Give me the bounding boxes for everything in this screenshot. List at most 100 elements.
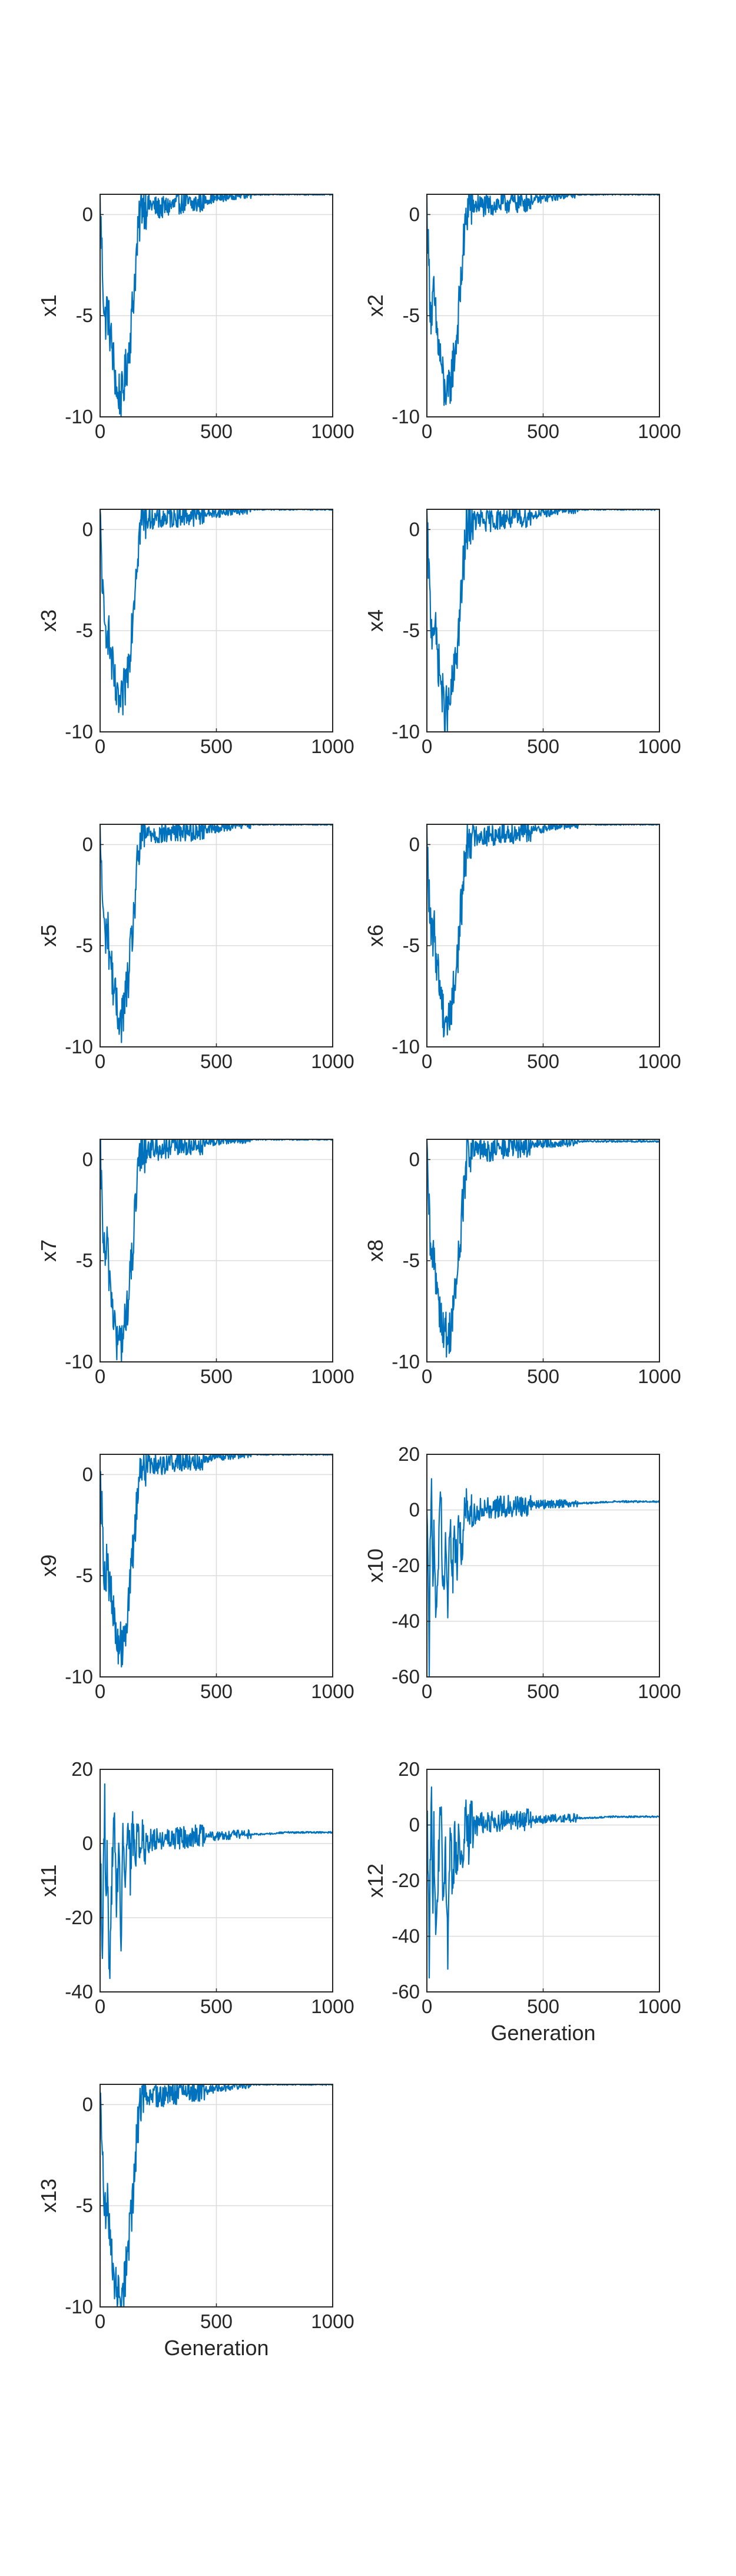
y-tick-label: -10: [392, 721, 420, 742]
y-tick-label: 0: [82, 2093, 93, 2115]
y-tick-label: -5: [76, 1564, 93, 1586]
subplot-x5: 0 500 1000 0 -5 -10 x5: [37, 823, 354, 1072]
x-tick-label: 0: [95, 2310, 105, 2332]
y-tick-label: -40: [65, 1981, 93, 2003]
y-axis-label: x9: [37, 1554, 61, 1577]
y-tick-label: -5: [76, 2194, 93, 2216]
y-tick-label: -10: [392, 1036, 420, 1057]
x-tick-label: 0: [422, 1680, 432, 1702]
y-tick-label: -10: [65, 721, 93, 742]
y-tick-label: -10: [65, 1351, 93, 1372]
x-tick-label: 1000: [638, 1995, 681, 2017]
series-line-x10: [426, 1478, 660, 1678]
series-line-x12: [426, 1786, 660, 1979]
y-tick-label: 0: [409, 1148, 420, 1170]
y-tick-label: 0: [82, 1463, 93, 1485]
y-tick-label: -40: [392, 1925, 420, 1947]
subplot-x9: 0 500 1000 0 -5 -10 x9: [37, 1453, 354, 1702]
y-axis-label: x10: [363, 1549, 387, 1583]
subplot-x10: 0 500 1000 20 0 -20 -40 -60 x10: [363, 1443, 681, 1702]
y-tick-label: -10: [65, 2296, 93, 2318]
y-axis-label: x5: [37, 924, 61, 947]
y-tick-label: -60: [392, 1981, 420, 2003]
subplot-x4: 0 500 1000 0 -5 -10 x4: [363, 508, 681, 757]
subplot-x3: 0 500 1000 0 -5 -10 x3: [37, 508, 354, 757]
y-tick-label: -10: [65, 1666, 93, 1688]
x-tick-label: 500: [200, 1050, 233, 1072]
x-tick-label: 1000: [311, 735, 354, 757]
y-tick-label: 0: [409, 203, 420, 225]
x-tick-label: 500: [200, 1680, 233, 1702]
x-tick-label: 1000: [311, 2310, 354, 2332]
series-line-x8: [426, 1138, 660, 1358]
x-tick-label: 500: [200, 1365, 233, 1387]
y-tick-label: 20: [398, 1443, 420, 1465]
subplot-x6: 0 500 1000 0 -5 -10 x6: [363, 823, 681, 1072]
y-tick-label: -5: [403, 934, 420, 956]
subplot-x2: 0 500 1000 0 -5 -10 x2: [363, 193, 681, 442]
subplot-x13: 0 500 1000 0 -5 -10 x13 Generation: [37, 2083, 354, 2360]
y-tick-label: -10: [392, 1351, 420, 1372]
x-tick-label: 1000: [311, 1995, 354, 2017]
x-tick-label: 500: [200, 735, 233, 757]
x-tick-label: 1000: [638, 420, 681, 442]
subplot-x1: 0 500 1000 0 -5 -10 x1: [37, 193, 354, 442]
x-tick-label: 500: [527, 420, 559, 442]
x-tick-label: 0: [422, 1995, 432, 2017]
x-tick-label: 0: [95, 735, 105, 757]
x-tick-label: 1000: [311, 1680, 354, 1702]
x-tick-label: 1000: [638, 1365, 681, 1387]
x-tick-label: 500: [527, 1050, 559, 1072]
x-tick-label: 500: [200, 420, 233, 442]
x-tick-label: 500: [527, 1995, 559, 2017]
y-tick-label: 0: [82, 518, 93, 540]
x-tick-label: 500: [527, 735, 559, 757]
y-tick-label: 0: [409, 833, 420, 855]
y-tick-label: 0: [82, 1148, 93, 1170]
x-tick-label: 500: [527, 1365, 559, 1387]
y-tick-label: 0: [409, 1499, 420, 1521]
x-tick-label: 500: [200, 2310, 233, 2332]
series-line-x11: [99, 1783, 333, 1980]
y-tick-label: 0: [82, 203, 93, 225]
y-tick-label: 0: [409, 1814, 420, 1836]
y-tick-label: -10: [392, 406, 420, 427]
y-tick-label: -5: [403, 1249, 420, 1271]
subplot-x8: 0 500 1000 0 -5 -10 x8: [363, 1138, 681, 1387]
x-axis-label: Generation: [490, 2021, 595, 2045]
x-tick-label: 0: [422, 735, 432, 757]
y-tick-label: 20: [71, 1758, 93, 1780]
y-tick-label: -60: [392, 1666, 420, 1688]
y-tick-label: 0: [82, 833, 93, 855]
x-tick-label: 0: [422, 1050, 432, 1072]
y-axis-label: x13: [37, 2179, 61, 2213]
y-axis-label: x2: [363, 294, 387, 317]
x-tick-label: 0: [422, 420, 432, 442]
y-tick-label: -20: [392, 1869, 420, 1891]
y-axis-label: x6: [363, 924, 387, 947]
x-tick-label: 1000: [311, 1365, 354, 1387]
y-tick-label: -5: [76, 934, 93, 956]
subplot-x12: 0 500 1000 20 0 -20 -40 -60 x12 Generation: [363, 1758, 681, 2045]
series-line-x4: [426, 508, 660, 733]
y-tick-label: -5: [76, 1249, 93, 1271]
y-axis-label: x4: [363, 609, 387, 632]
y-tick-label: -20: [65, 1907, 93, 1928]
y-axis-label: x3: [37, 609, 61, 632]
x-tick-label: 0: [95, 1995, 105, 2017]
x-tick-label: 0: [95, 1680, 105, 1702]
x-tick-label: 500: [200, 1995, 233, 2017]
y-axis-label: x12: [363, 1864, 387, 1898]
x-tick-label: 0: [95, 420, 105, 442]
x-tick-label: 0: [95, 1365, 105, 1387]
x-tick-label: 1000: [638, 1680, 681, 1702]
x-tick-label: 0: [95, 1050, 105, 1072]
y-axis-label: x11: [37, 1864, 61, 1897]
y-tick-label: -20: [392, 1554, 420, 1576]
x-tick-label: 1000: [638, 1050, 681, 1072]
y-tick-label: 0: [82, 1832, 93, 1854]
y-tick-label: -10: [65, 1036, 93, 1057]
y-axis-label: x7: [37, 1239, 61, 1262]
y-axis-label: x8: [363, 1239, 387, 1262]
